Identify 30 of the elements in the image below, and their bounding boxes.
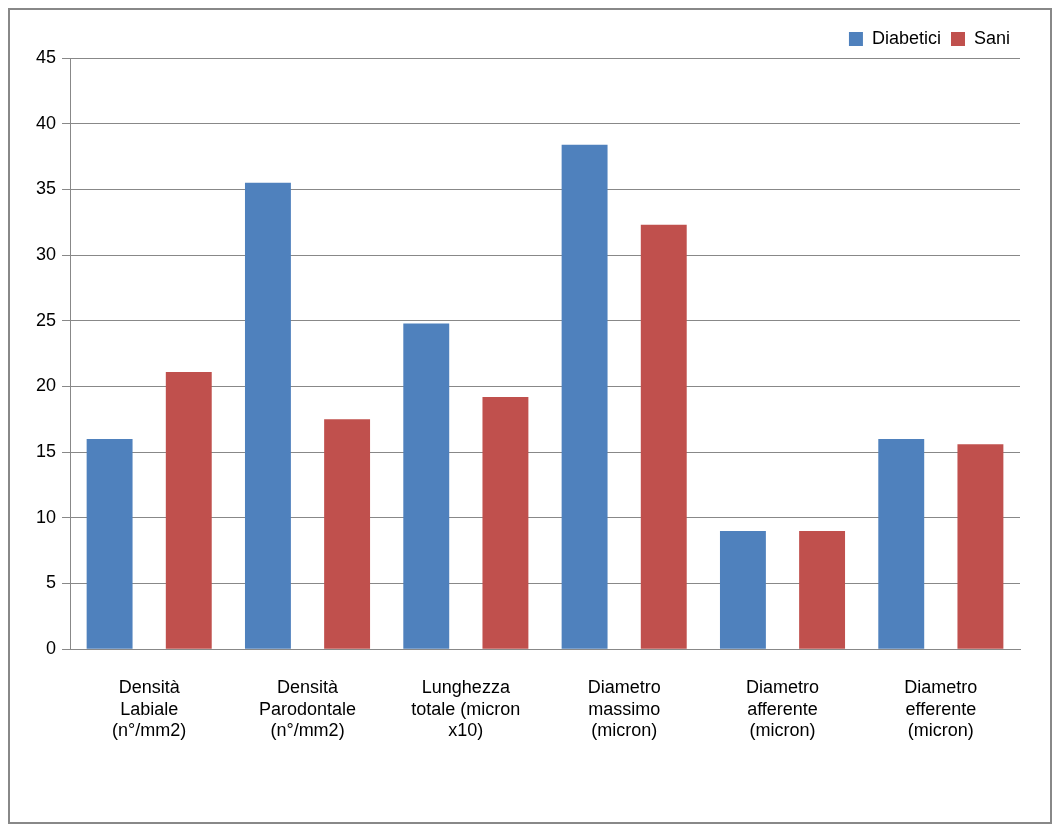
bar bbox=[719, 530, 766, 649]
y-tick-label: 35 bbox=[35, 178, 57, 199]
y-tick-label: 20 bbox=[35, 375, 57, 396]
y-tick-label: 10 bbox=[35, 506, 57, 527]
x-tick-label: Diametro massimo (micron) bbox=[587, 676, 661, 741]
y-tick-label: 0 bbox=[46, 638, 57, 659]
legend-label: Diabetici bbox=[871, 27, 941, 48]
bar bbox=[324, 419, 371, 649]
x-tick-label: Diametro afferente (micron) bbox=[745, 676, 820, 741]
bar bbox=[86, 439, 133, 649]
bar bbox=[165, 371, 212, 649]
x-tick-label: Densità Labiale (n°/mm2) bbox=[112, 676, 187, 741]
y-tick-label: 45 bbox=[35, 46, 57, 67]
y-tick-label: 15 bbox=[35, 441, 57, 462]
bar bbox=[640, 224, 687, 649]
bar bbox=[799, 530, 846, 649]
y-tick-label: 25 bbox=[35, 309, 57, 330]
legend-label: Sani bbox=[973, 27, 1010, 48]
bar bbox=[244, 182, 291, 649]
x-tick-label: Densità Parodontale (n°/mm2) bbox=[258, 676, 357, 741]
bar bbox=[957, 444, 1004, 649]
y-tick-label: 40 bbox=[35, 112, 57, 133]
bar bbox=[561, 144, 608, 649]
bar bbox=[878, 439, 925, 649]
y-tick-label: 5 bbox=[46, 572, 57, 593]
bar bbox=[403, 323, 450, 649]
bar bbox=[482, 396, 529, 649]
x-tick-label: Lunghezza totale (micron x10) bbox=[411, 676, 521, 741]
y-tick-label: 30 bbox=[35, 244, 57, 265]
x-tick-label: Diametro efferente (micron) bbox=[904, 676, 978, 741]
